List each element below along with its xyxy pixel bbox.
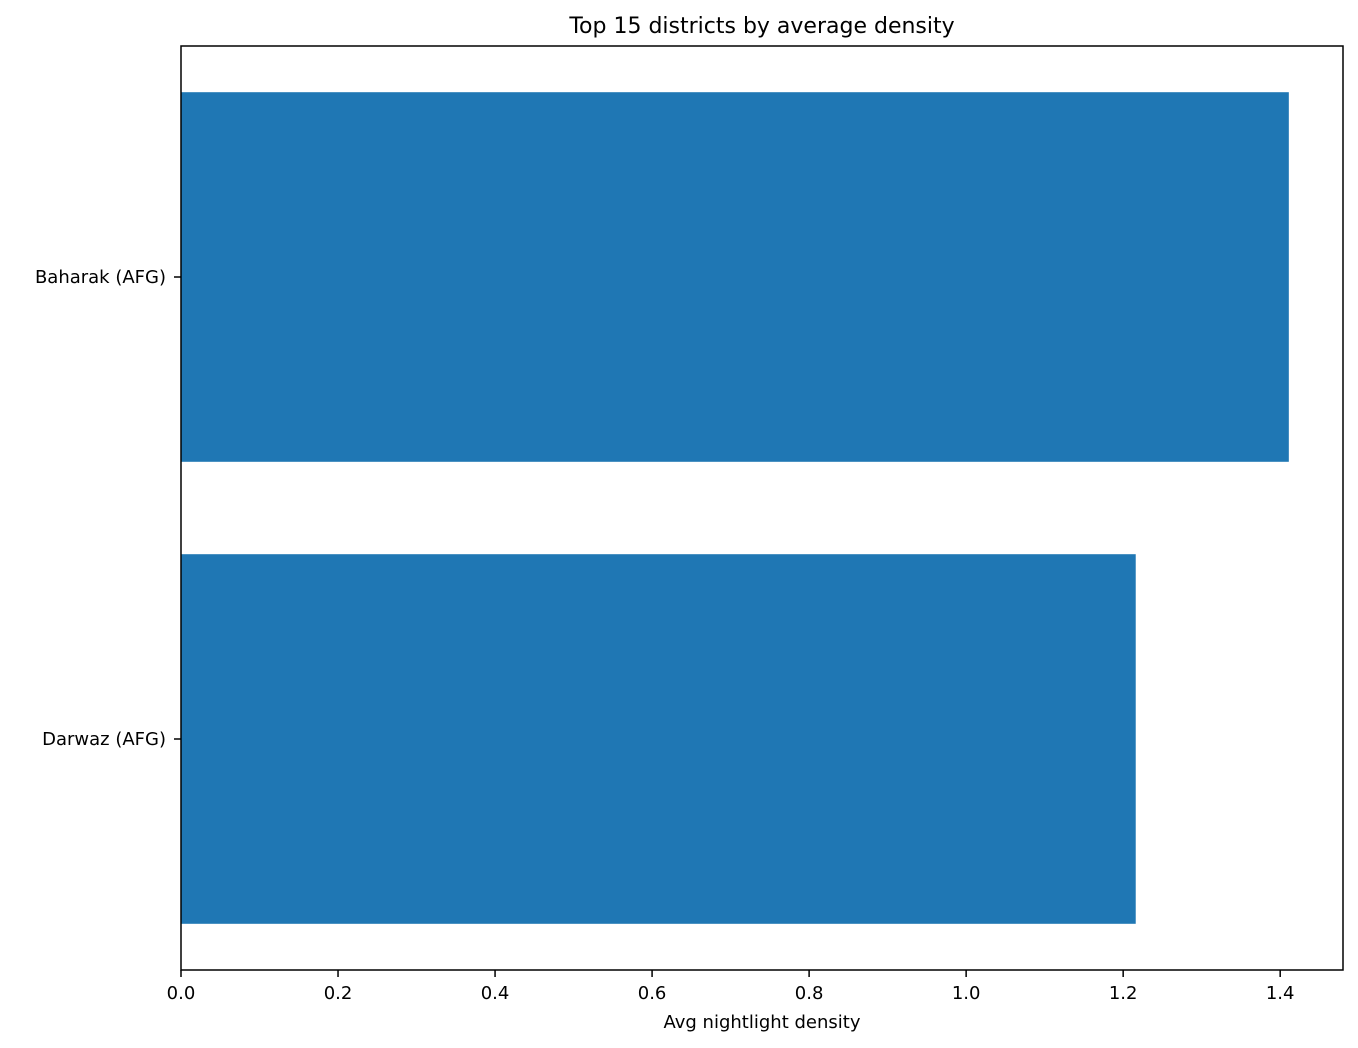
- bars-group: [181, 92, 1289, 924]
- x-tick-label: 0.4: [481, 983, 510, 1004]
- x-tick-label: 0.0: [167, 983, 196, 1004]
- y-tick-label: Darwaz (AFG): [42, 729, 166, 750]
- x-tick-label: 1.0: [952, 983, 981, 1004]
- y-axis-ticks: Baharak (AFG) Darwaz (AFG): [35, 267, 181, 750]
- x-tick-label: 0.2: [324, 983, 353, 1004]
- x-tick-label: 0.8: [795, 983, 824, 1004]
- x-tick-label: 1.4: [1266, 983, 1295, 1004]
- bar-0: [181, 92, 1289, 462]
- y-tick-label: Baharak (AFG): [35, 267, 166, 288]
- plot-frame: [180, 45, 1344, 971]
- x-tick-label: 1.2: [1109, 983, 1138, 1004]
- bar-1: [181, 554, 1136, 924]
- chart-title: Top 15 districts by average density: [568, 14, 954, 39]
- x-axis-ticks: 0.0 0.2 0.4 0.6 0.8 1.0 1.2 1.4: [167, 970, 1295, 1004]
- x-tick-label: 0.6: [638, 983, 667, 1004]
- x-axis-label: Avg nightlight density: [664, 1012, 861, 1033]
